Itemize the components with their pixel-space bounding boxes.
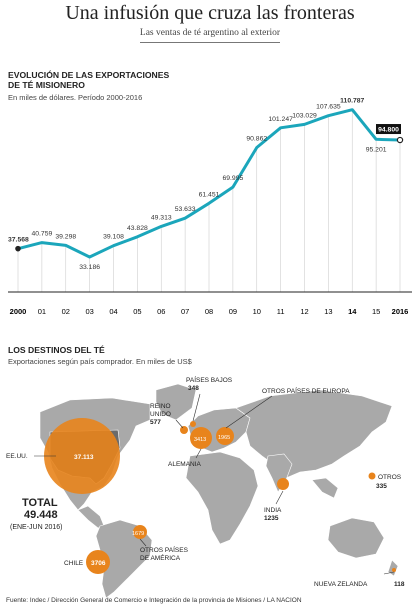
- label-netherlands-name: PAÍSES BAJOS: [186, 375, 233, 384]
- label-germany-value: 3413: [194, 437, 206, 443]
- label-uk-name-1: REINO: [150, 403, 171, 410]
- x-tick-label: 10: [253, 307, 261, 316]
- data-label: 49.313: [151, 214, 172, 221]
- line-chart-title-2: DE TÉ MISIONERO: [8, 80, 85, 90]
- source-note: Fuente: Indec / Dirección General de Com…: [6, 597, 302, 604]
- map-title: LOS DESTINOS DEL TÉ: [8, 345, 105, 355]
- total-period: (ENE-JUN 2016): [10, 524, 63, 531]
- data-label: 61.451: [199, 191, 220, 198]
- data-label: 37.568: [8, 237, 29, 244]
- page-title: Una infusión que cruza las fronteras: [65, 2, 355, 24]
- data-label: 40.759: [31, 231, 52, 238]
- x-tick-label: 01: [38, 307, 46, 316]
- data-label: 107.635: [316, 104, 341, 111]
- line-chart-title-1: EVOLUCIÓN DE LAS EXPORTACIONES: [8, 70, 170, 80]
- bubble-other-europe: [216, 427, 234, 445]
- x-tick-label: 07: [181, 307, 189, 316]
- data-label: 39.298: [55, 233, 76, 240]
- x-tick-label: 15: [372, 307, 380, 316]
- x-tick-label: 05: [133, 307, 141, 316]
- asia-shape: [235, 389, 393, 479]
- label-netherlands-value: 348: [188, 385, 199, 392]
- australia-shape: [327, 517, 385, 559]
- bubble-other-america: [133, 525, 147, 539]
- data-label: 94.800: [378, 127, 399, 134]
- africa-shape: [185, 451, 259, 545]
- total-value: 49.448: [24, 509, 58, 521]
- data-label: 69.995: [222, 175, 243, 182]
- bubble-others: [368, 472, 376, 480]
- page-subtitle: Las ventas de té argentino al exterior: [139, 28, 281, 38]
- map-note: Exportaciones según país comprador. En m…: [8, 357, 192, 366]
- label-other-america-value: 1679: [132, 531, 144, 537]
- bubble-uk: [180, 426, 188, 434]
- central-america-shape: [77, 505, 105, 529]
- series-line: [17, 108, 401, 259]
- data-label: 33.186: [79, 264, 100, 271]
- bubble-usa: [44, 418, 120, 494]
- label-germany-name: ALEMANIA: [168, 461, 202, 468]
- x-tick-label: 04: [109, 307, 117, 316]
- world-map: EE.UU. 37.113 CHILE 3706 1679 OTROS PAÍS…: [6, 375, 405, 599]
- southeast-asia-shape: [311, 477, 339, 499]
- label-other-europe-name: OTROS PAÍSES DE EUROPA: [262, 386, 350, 395]
- data-label: 95.201: [366, 146, 387, 153]
- label-usa-value: 37.113: [74, 454, 94, 461]
- x-tick-label: 2016: [392, 307, 409, 316]
- label-usa-name: EE.UU.: [6, 453, 28, 460]
- label-chile-name: CHILE: [64, 560, 84, 567]
- data-point: [396, 136, 404, 144]
- x-tick-label: 03: [85, 307, 93, 316]
- data-label: 110.787: [340, 98, 364, 105]
- last-value-box: [376, 124, 401, 135]
- label-other-europe-value: 1965: [218, 435, 230, 441]
- data-label: 103.029: [292, 112, 317, 119]
- label-new-zealand-name: NUEVA ZELANDA: [314, 581, 368, 588]
- bubble-chile: [86, 550, 110, 574]
- data-label: 43.828: [127, 225, 148, 232]
- x-tick-label: 12: [300, 307, 308, 316]
- label-other-america-name-2: DE AMÉRICA: [140, 553, 181, 562]
- bubble-india: [277, 478, 289, 490]
- data-label: 101.247: [268, 116, 293, 123]
- data-label: 53.633: [175, 206, 196, 213]
- label-india-name: INDIA: [264, 507, 282, 514]
- total-label: TOTAL: [22, 497, 58, 509]
- bubble-netherlands: [190, 421, 196, 427]
- x-tick-label: 09: [229, 307, 237, 316]
- greenland-shape: [155, 383, 197, 421]
- x-tick-label: 11: [277, 307, 285, 316]
- label-uk-value: 577: [150, 419, 161, 426]
- x-tick-label: 2000: [10, 307, 27, 316]
- new-zealand-shape: [387, 559, 399, 577]
- label-chile-value: 3706: [91, 560, 106, 567]
- label-new-zealand-value: 118: [394, 581, 405, 588]
- label-india-value: 1235: [264, 515, 279, 522]
- data-label: 39.108: [103, 234, 124, 241]
- data-point: [15, 245, 21, 252]
- label-others-name: OTROS: [378, 474, 402, 481]
- x-tick-label: 08: [205, 307, 213, 316]
- label-others-value: 335: [376, 483, 387, 490]
- data-label: 90.862: [246, 136, 267, 143]
- x-tick-label: 06: [157, 307, 165, 316]
- x-tick-label: 02: [62, 307, 70, 316]
- line-chart-note: En miles de dólares. Período 2000-2016: [8, 93, 143, 102]
- bubble-new-zealand: [392, 568, 396, 572]
- bubble-germany: [190, 427, 212, 449]
- label-uk-name-2: UNIDO: [150, 411, 171, 418]
- x-tick-label: 13: [324, 307, 332, 316]
- subtitle-rule: [140, 42, 280, 43]
- label-other-america-name-1: OTROS PAÍSES: [140, 545, 189, 554]
- x-tick-label: 14: [348, 307, 357, 316]
